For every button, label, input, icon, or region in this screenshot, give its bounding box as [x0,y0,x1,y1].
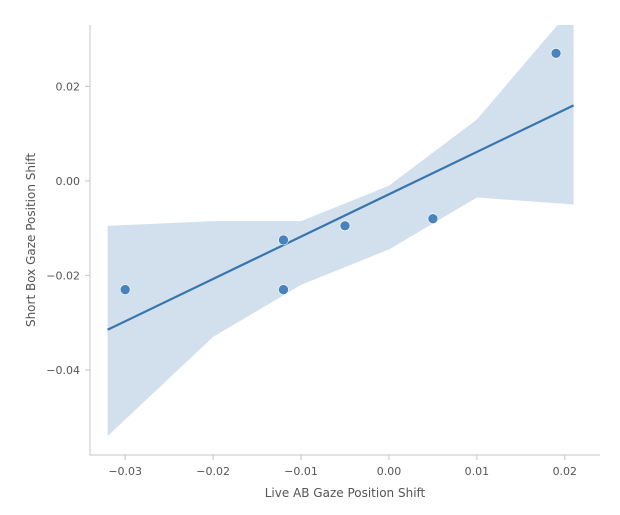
scatter-point [551,48,561,58]
y-tick-label: −0.02 [46,269,80,282]
scatter-point [340,221,350,231]
scatter-point [120,285,130,295]
scatter-point [428,214,438,224]
scatter-regression-chart: −0.03 −0.02 −0.01 0.00 0.01 0.02 −0.04 −0.02 0.0… [0,0,620,515]
y-tick-label: −0.04 [46,364,80,377]
x-tick-label: −0.01 [284,465,318,478]
x-tick-label: 0.02 [553,465,578,478]
x-tick-label: 0.01 [465,465,490,478]
y-axis-label: Short Box Gaze Position Shift [24,153,38,327]
y-tick-label: 0.00 [56,175,81,188]
x-tick-label: −0.03 [108,465,142,478]
x-axis-label: Live AB Gaze Position Shift [265,486,426,500]
scatter-point [278,285,288,295]
x-tick-label: −0.02 [196,465,230,478]
scatter-point [278,235,288,245]
y-tick-label: 0.02 [56,80,81,93]
x-tick-label: 0.00 [377,465,402,478]
plot-svg: −0.03 −0.02 −0.01 0.00 0.01 0.02 −0.04 −0.02 0.0… [0,0,620,515]
